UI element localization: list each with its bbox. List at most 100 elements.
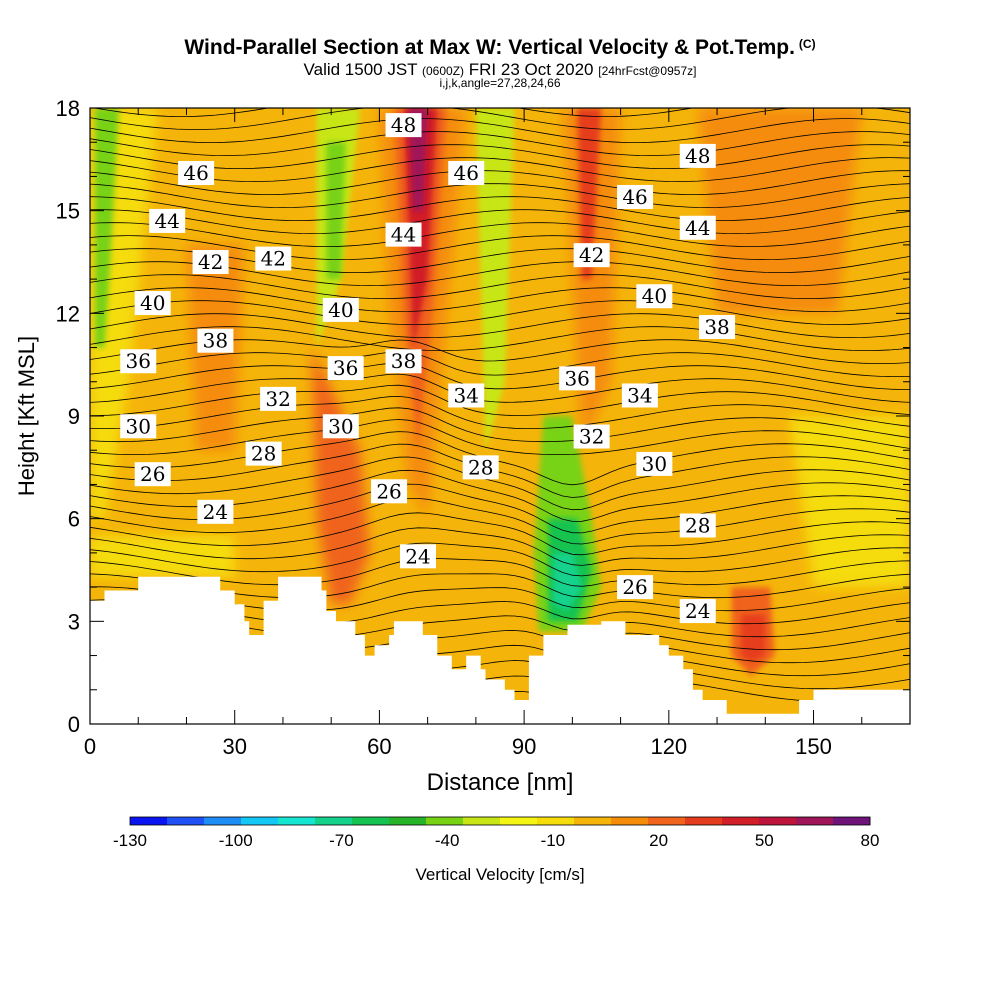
contour-label: 24 <box>679 599 716 624</box>
velocity-region <box>741 614 766 663</box>
contour-label-text: 34 <box>627 383 652 407</box>
colorbar-frame <box>129 816 871 826</box>
chart-title: Wind-Parallel Section at Max W: Vertical… <box>0 36 1000 60</box>
chart-title-text: Wind-Parallel Section at Max W: Vertical… <box>184 36 795 59</box>
contour-label: 36 <box>327 356 364 381</box>
contour-label-text: 36 <box>564 366 589 390</box>
valid-utc: (0600Z) <box>422 64 465 78</box>
copyright-mark: (C) <box>798 37 816 51</box>
theta-contour-line <box>90 431 910 486</box>
contour-label-text: 28 <box>685 514 710 538</box>
contour-label: 46 <box>178 161 215 186</box>
x-tick-label: 30 <box>222 734 246 759</box>
contour-label-text: 36 <box>333 356 358 380</box>
contour-label: 38 <box>385 349 422 374</box>
contour-label: 30 <box>120 414 157 439</box>
colorbar-tick-label: 80 <box>861 831 880 850</box>
colorbar-swatch <box>167 817 205 825</box>
chart-subtitle: Valid 1500 JST (0600Z) FRI 23 Oct 2020 [… <box>0 60 1000 80</box>
contour-label: 44 <box>385 222 422 247</box>
theta-contour-line <box>90 558 910 587</box>
contour-label-text: 34 <box>454 383 479 407</box>
contour-label-text: 38 <box>704 315 729 339</box>
contour-label-text: 42 <box>261 247 286 271</box>
contour-label-text: 44 <box>685 216 710 240</box>
contour-label-text: 42 <box>198 250 223 274</box>
x-tick-label: 150 <box>795 734 832 759</box>
x-tick-label: 60 <box>367 734 391 759</box>
y-tick-label: 18 <box>56 96 80 121</box>
theta-contour-line <box>90 170 910 196</box>
theta-contour-line <box>90 542 910 577</box>
contour-label-text: 28 <box>468 455 493 479</box>
contour-label-text: 48 <box>685 144 710 168</box>
velocity-region <box>562 108 621 451</box>
contour-label-text: 40 <box>642 284 667 308</box>
chart-indices: i,j,k,angle=27,28,24,66 <box>439 76 561 90</box>
contour-label-text: 30 <box>328 414 353 438</box>
theta-contour-line <box>90 222 910 247</box>
contour-label: 28 <box>679 513 716 538</box>
contour-label: 26 <box>371 479 408 504</box>
contour-label-text: 42 <box>579 243 604 267</box>
contour-label-text: 36 <box>126 349 151 373</box>
contour-label: 30 <box>636 451 673 476</box>
contour-label-text: 46 <box>454 161 479 185</box>
contour-label-text: 38 <box>391 349 416 373</box>
contour-label-text: 46 <box>622 185 647 209</box>
contour-label: 42 <box>192 250 229 274</box>
y-tick-label: 6 <box>68 507 80 532</box>
contour-label: 30 <box>322 414 359 439</box>
colorbar-swatch <box>204 817 242 825</box>
colorbar-swatch <box>426 817 464 825</box>
theta-contour-line <box>90 407 910 443</box>
colorbar-tick-label: 50 <box>755 831 774 850</box>
theta-contour-line <box>90 351 910 377</box>
contour-label: 24 <box>197 500 234 524</box>
theta-contour-line <box>90 144 910 169</box>
theta-contour-line <box>90 108 910 131</box>
y-tick-label: 9 <box>68 404 80 429</box>
theta-contour-line <box>90 183 910 209</box>
theta-contour-line <box>90 157 910 183</box>
contour-label-text: 30 <box>126 414 151 438</box>
contour-label: 36 <box>559 366 596 391</box>
colorbar: -130 -100 -70 -40 -10 20 50 80 Vertical Velocity… <box>113 816 880 884</box>
velocity-region <box>311 347 370 605</box>
terrain-mask <box>90 576 910 724</box>
colorbar-tick-label: -40 <box>435 831 460 850</box>
contour-label: 38 <box>197 328 234 353</box>
y-tick-label: 15 <box>56 199 80 224</box>
y-axis-label: Height [Kft MSL] <box>14 336 39 496</box>
colorbar-swatch <box>574 817 612 825</box>
contour-label: 48 <box>385 113 422 138</box>
colorbar-swatch <box>352 817 390 825</box>
theta-contour-line <box>90 209 910 235</box>
velocity-region <box>475 108 515 451</box>
velocity-region <box>326 142 346 280</box>
theta-contour-line <box>90 512 910 556</box>
theta-contour-line <box>90 498 910 545</box>
contour-label-text: 48 <box>391 113 416 137</box>
contour-label: 24 <box>400 544 436 569</box>
contour-label-text: 26 <box>140 462 165 486</box>
contour-label: 32 <box>260 386 297 411</box>
forecast-info: [24hrFcst@0957z] <box>598 64 697 78</box>
y-tick-label: 3 <box>68 609 80 634</box>
colorbar-tick-label: 20 <box>649 831 668 850</box>
contour-label-text: 44 <box>391 223 416 247</box>
theta-contour-line <box>90 456 910 511</box>
colorbar-swatch <box>130 817 168 825</box>
colorbar-swatch <box>389 817 427 825</box>
contour-label: 26 <box>134 462 171 487</box>
theta-contour-line <box>90 419 910 455</box>
contour-label-text: 40 <box>140 291 165 315</box>
contour-label: 40 <box>322 297 359 322</box>
contour-label: 46 <box>617 184 654 209</box>
contour-label: 36 <box>120 349 157 374</box>
colorbar-swatch <box>500 817 538 825</box>
velocity-region <box>789 416 910 588</box>
colorbar-swatch <box>685 817 723 825</box>
